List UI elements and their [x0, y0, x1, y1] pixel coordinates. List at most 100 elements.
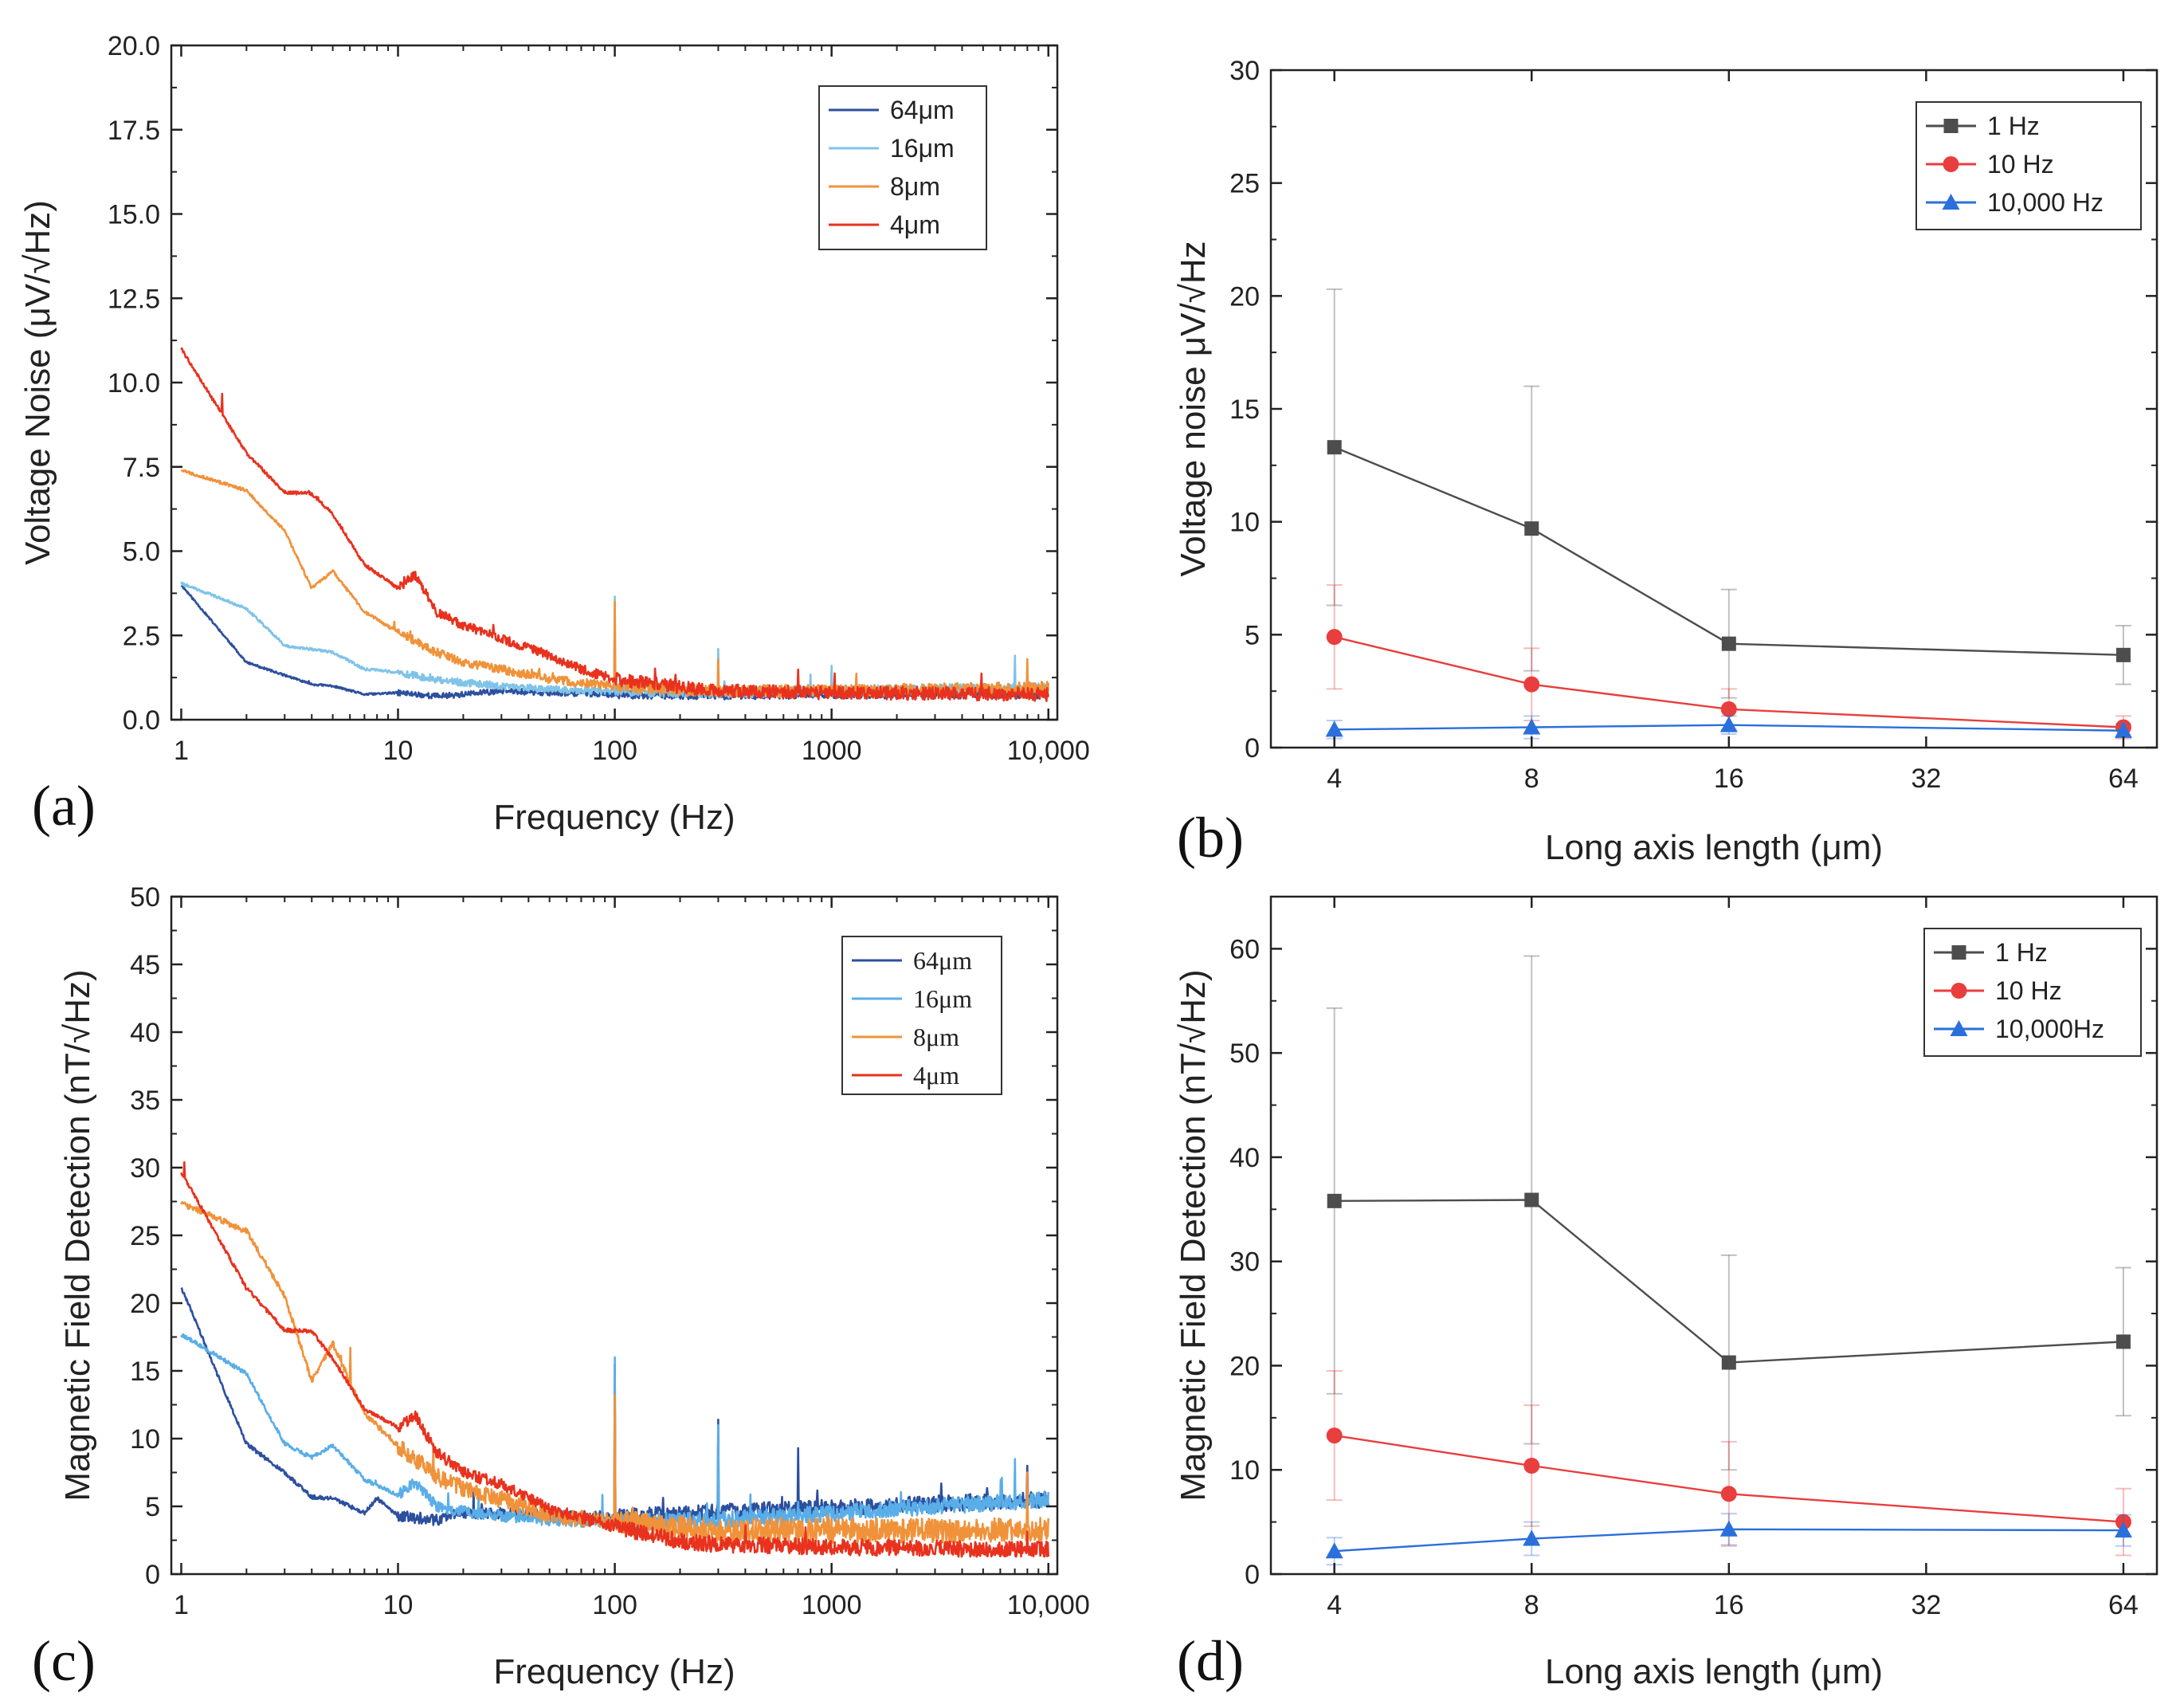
data-point — [1325, 721, 1343, 737]
data-point — [1326, 629, 1343, 646]
panel-a-frequency-voltage-noise: 0.0 2.5 5.0 7.5 10.0 12.5 15.0 17.5 20.0 1 10 100 10… — [18, 31, 1090, 838]
data-point — [1719, 716, 1738, 732]
x-tick-label: 10 — [383, 1590, 414, 1620]
x-tick-label: 10,000 — [1007, 1590, 1090, 1620]
y-tick-label: 5 — [1245, 620, 1260, 650]
legend-label: 64μm — [890, 96, 955, 124]
y-tick-label: 50 — [1229, 1039, 1260, 1069]
x-tick-label: 1 — [174, 736, 189, 766]
legend-swatch-marker — [1951, 983, 1967, 999]
data-point — [1325, 1542, 1343, 1559]
legend-label: 64μm — [913, 946, 972, 975]
x-tick-label: 8 — [1524, 764, 1539, 794]
x-tick-label: 100 — [592, 736, 637, 766]
panel-label: (c) — [32, 1629, 96, 1693]
y-tick-label: 30 — [130, 1153, 160, 1184]
data-point — [1523, 718, 1541, 735]
panel-d-length-magnetic-detection: 0 10 20 30 40 50 60 4 8 16 32 64 Long axis length (μ… — [1174, 895, 2159, 1693]
legend: 1 Hz 10 Hz 10,000Hz — [1923, 928, 2142, 1057]
legend-label: 8μm — [890, 172, 940, 201]
x-tick-label: 1000 — [802, 736, 862, 766]
legend: 1 Hz 10 Hz 10,000 Hz — [1915, 101, 2142, 230]
data-point — [1720, 1486, 1737, 1502]
plot-area — [1325, 288, 2132, 740]
y-tick-label: 50 — [130, 882, 160, 913]
series-line-10 Hz — [1334, 1434, 2124, 1523]
x-tick-label: 10 — [383, 736, 414, 766]
x-tick-label: 100 — [592, 1590, 637, 1620]
y-tick-label: 15.0 — [108, 200, 160, 230]
data-point — [1326, 1427, 1343, 1444]
y-tick-label: 17.5 — [108, 116, 160, 146]
x-tick-label: 16 — [1714, 764, 1744, 794]
legend-label: 4μm — [890, 210, 940, 239]
data-point — [2115, 647, 2131, 662]
legend: 64μm 16μm 8μm 4μm — [818, 85, 987, 250]
legend-swatch-marker — [1943, 156, 1959, 172]
y-axis-title: Magnetic Field Detection (nT/√Hz) — [58, 969, 97, 1501]
x-axis-title: Frequency (Hz) — [493, 798, 735, 837]
y-tick-label: 25 — [130, 1221, 160, 1251]
data-point — [1524, 1192, 1539, 1207]
x-tick-label: 32 — [1911, 1590, 1941, 1620]
data-point — [1327, 1193, 1342, 1208]
y-tick-label: 35 — [130, 1086, 160, 1116]
x-axis-title: Long axis length (μm) — [1545, 828, 1883, 867]
legend-label: 10,000Hz — [1995, 1015, 2104, 1043]
x-tick-label: 4 — [1327, 1590, 1342, 1620]
y-tick-label: 7.5 — [123, 453, 160, 483]
legend-swatch-marker — [1943, 119, 1959, 133]
y-tick-label: 15 — [130, 1357, 160, 1387]
data-point — [1719, 1520, 1738, 1537]
legend-label: 10 Hz — [1995, 976, 2062, 1005]
y-tick-label: 20 — [130, 1289, 160, 1319]
y-tick-label: 40 — [1229, 1143, 1260, 1173]
legend-label: 16μm — [890, 134, 955, 163]
series-line-16μm — [180, 1333, 1049, 1531]
legend-frame — [818, 85, 987, 250]
y-tick-label: 12.5 — [108, 284, 160, 314]
data-point — [1523, 676, 1540, 693]
y-axis-title: Voltage noise μV/√Hz — [1174, 241, 1213, 576]
y-tick-label: 10.0 — [108, 368, 160, 399]
y-tick-label: 25 — [1229, 169, 1260, 199]
y-tick-label: 30 — [1229, 56, 1260, 86]
x-tick-label: 64 — [2108, 1590, 2139, 1620]
legend-label: 10 Hz — [1987, 150, 2054, 179]
data-point — [1721, 1355, 1736, 1370]
series-line-4μm — [180, 347, 1049, 702]
data-point — [1720, 701, 1737, 717]
y-tick-label: 10 — [1229, 508, 1260, 538]
legend: 64μm 16μm 8μm 4μm — [841, 936, 1002, 1095]
y-tick-label: 0 — [145, 1560, 160, 1590]
y-tick-label: 20.0 — [108, 31, 160, 61]
data-point — [1523, 1529, 1541, 1546]
x-axis-title: Long axis length (μm) — [1545, 1652, 1883, 1691]
series-line-1 Hz — [1334, 446, 2123, 657]
x-tick-label: 16 — [1714, 1590, 1744, 1620]
y-tick-label: 20 — [1229, 1351, 1260, 1381]
y-tick-label: 0 — [1245, 733, 1260, 764]
series-line-1 Hz — [1334, 1199, 2123, 1364]
axes-frame — [1269, 895, 2159, 1576]
series-line-10 Hz — [1334, 636, 2123, 728]
legend-swatch-marker — [1942, 194, 1960, 210]
y-tick-label: 10 — [1229, 1455, 1260, 1486]
plot-area — [1325, 955, 2132, 1566]
legend-swatch-marker — [1951, 945, 1966, 960]
legend-label: 16μm — [913, 984, 972, 1013]
y-tick-label: 5.0 — [123, 537, 160, 567]
y-tick-label: 45 — [130, 950, 160, 980]
legend-swatch-marker — [1950, 1020, 1968, 1036]
legend-frame — [841, 936, 1002, 1095]
y-axis-title: Voltage Noise (μV/√Hz) — [18, 200, 57, 565]
y-tick-label: 60 — [1229, 934, 1260, 964]
y-tick-label: 10 — [130, 1424, 160, 1455]
data-point — [1721, 636, 1736, 651]
x-tick-label: 64 — [2108, 764, 2139, 794]
y-tick-label: 30 — [1229, 1247, 1260, 1278]
data-point — [1327, 440, 1342, 455]
y-tick-label: 0 — [1245, 1560, 1260, 1590]
y-tick-label: 40 — [130, 1018, 160, 1048]
